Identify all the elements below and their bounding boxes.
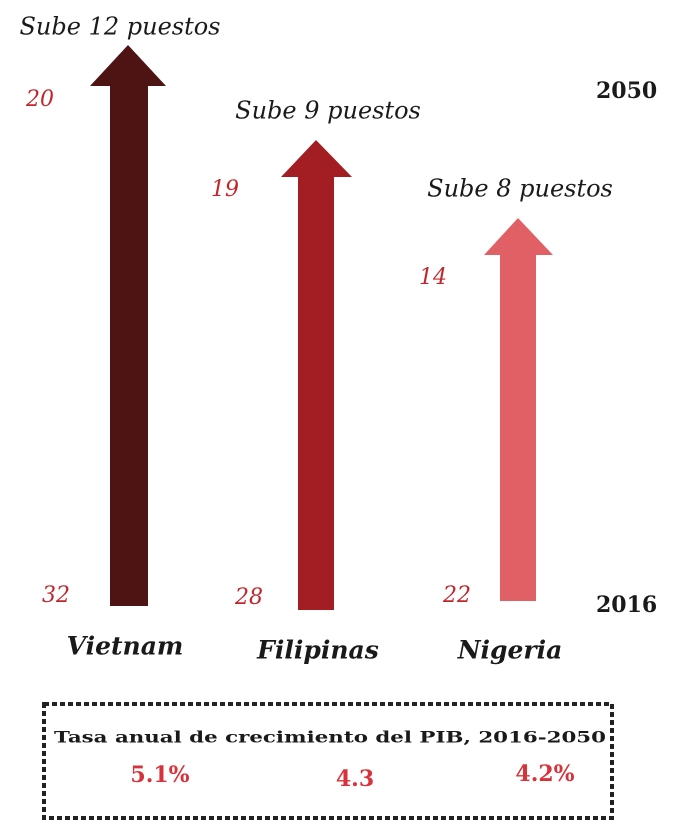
- country-name: Nigeria: [457, 636, 563, 665]
- growth-rate: 4.3: [336, 766, 374, 792]
- arrow: [90, 45, 166, 606]
- rank-2050: 20: [25, 87, 54, 112]
- growth-rate: 5.1%: [130, 762, 189, 788]
- rank-2050: 14: [419, 265, 447, 290]
- rank-2050: 19: [211, 177, 239, 202]
- rise-label: Sube 12 puestos: [19, 13, 220, 41]
- rise-label: Sube 8 puestos: [427, 175, 613, 203]
- country-name: Vietnam: [67, 632, 184, 661]
- rank-2016: 28: [234, 585, 263, 610]
- growth-rate: 4.2%: [515, 761, 574, 787]
- year-label: 2016: [596, 592, 657, 618]
- year-label: 2050: [596, 78, 657, 104]
- rank-2016: 22: [442, 583, 471, 608]
- arrow: [281, 140, 352, 610]
- rise-label: Sube 9 puestos: [235, 97, 421, 125]
- arrow: [484, 218, 553, 601]
- country-name: Filipinas: [256, 636, 379, 665]
- dotted-box: [42, 702, 614, 820]
- box-title: Tasa anual de crecimiento del PIB, 2016-…: [54, 728, 606, 747]
- rank-2016: 32: [42, 583, 70, 608]
